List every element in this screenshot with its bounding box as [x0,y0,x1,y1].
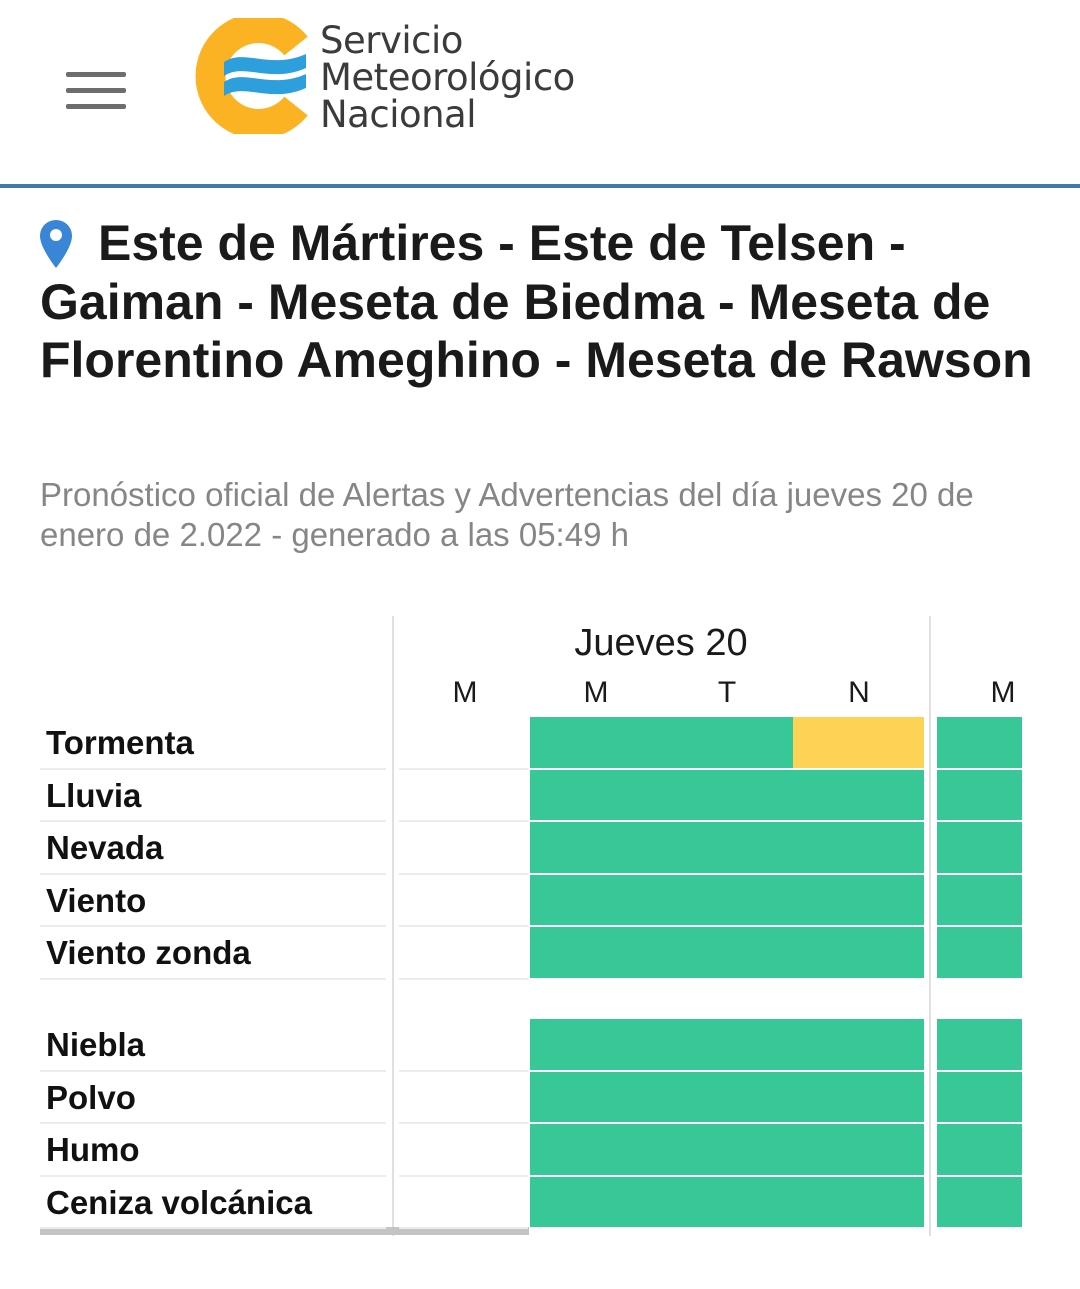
period-label: T [717,676,737,709]
hazard-label: Humo [40,1124,386,1177]
empty-period-cell [399,1019,528,1072]
alert-level-cell[interactable] [793,1019,924,1070]
app-header: Servicio Meteorológico Nacional [0,0,1080,188]
empty-period-cell [399,770,528,822]
empty-period-cell [399,822,528,875]
alert-level-cell[interactable] [793,1124,924,1175]
alert-level-cell[interactable] [530,874,793,925]
table-bottom-bar [40,1227,529,1235]
location-pin-icon [40,220,72,268]
period-label: M [452,676,478,709]
alert-level-cell[interactable] [937,927,1022,978]
alert-level-cell[interactable] [793,822,924,873]
hazard-label: Viento zonda [40,927,386,980]
location-title: Este de Mártires - Este de Telsen - Gaim… [40,215,1033,388]
period-label: M [990,676,1016,709]
empty-period-cell [399,1072,528,1124]
period-label: M [583,676,609,709]
alert-level-cell[interactable] [937,822,1022,873]
alert-level-cell[interactable] [793,1071,924,1122]
alert-level-cell[interactable] [937,1176,1022,1227]
location-header: Este de Mártires - Este de Telsen - Gaim… [40,214,1050,390]
hazard-label: Lluvia [40,770,386,822]
alert-level-cell[interactable] [793,1176,924,1227]
logo-line: Servicio [320,19,463,62]
alert-level-cell[interactable] [937,874,1022,925]
day-label: Jueves 20 [574,622,748,664]
alert-level-cell[interactable] [937,1019,1022,1070]
alert-level-cell[interactable] [530,822,793,873]
column-divider [392,616,394,1236]
menu-bar [66,72,126,77]
hazard-label: Ceniza volcánica [40,1177,386,1229]
empty-period-cell [399,875,528,927]
hazard-label: Niebla [40,1019,386,1072]
smn-logo[interactable]: Servicio Meteorológico Nacional [178,14,618,138]
empty-period-cell [399,1177,528,1229]
alert-level-cell[interactable] [937,769,1022,820]
alert-level-cell[interactable] [793,717,924,768]
forecast-subtitle: Pronóstico oficial de Alertas y Adverten… [40,476,974,553]
logo-line: Nacional [320,93,477,136]
hazard-label: Viento [40,875,386,927]
hamburger-menu-icon[interactable] [66,72,126,112]
alert-level-cell[interactable] [530,927,793,978]
alert-level-cell[interactable] [530,1176,793,1227]
menu-bar [66,104,126,109]
empty-period-cell [399,1124,528,1177]
day-divider [929,616,931,1236]
alert-level-cell[interactable] [793,874,924,925]
alert-level-cell[interactable] [530,1071,793,1122]
menu-bar [66,88,126,93]
alert-level-cell[interactable] [937,1071,1022,1122]
logo-wordmark: Servicio Meteorológico Nacional [320,22,575,133]
hazard-label: Polvo [40,1072,386,1124]
alert-level-cell[interactable] [530,769,793,820]
empty-period-cell [399,717,528,770]
hazard-label: Tormenta [40,717,386,770]
alert-level-cell[interactable] [937,1124,1022,1175]
alert-level-cell[interactable] [937,717,1022,768]
logo-line: Meteorológico [320,56,575,99]
alert-level-cell[interactable] [530,717,793,768]
smn-logo-icon [195,18,308,134]
alert-level-cell[interactable] [793,927,924,978]
alert-level-cell[interactable] [530,1019,793,1070]
alert-level-cell[interactable] [530,1124,793,1175]
alert-level-cell[interactable] [793,769,924,820]
hazard-label: Nevada [40,822,386,875]
period-label: N [848,676,870,709]
empty-period-cell [399,927,528,980]
